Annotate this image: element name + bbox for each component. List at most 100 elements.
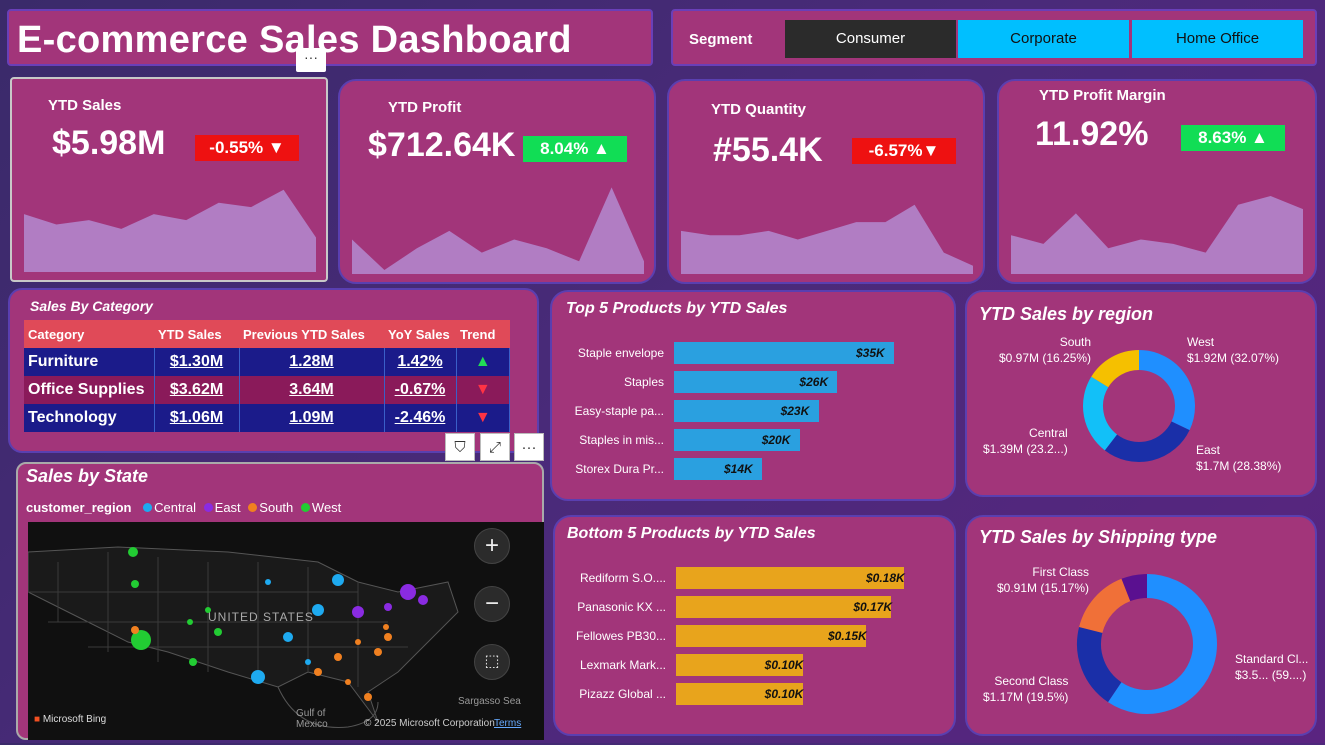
table-row[interactable]: Technology $1.06M 1.09M -2.46% ▼	[24, 404, 510, 432]
column-header[interactable]: YTD Sales	[154, 320, 239, 348]
bar-category-label: Storex Dura Pr...	[575, 462, 664, 476]
map-canvas[interactable]: UNITED STATES Sargasso Sea Gulf of Mexic…	[27, 522, 544, 740]
cell-category: Furniture	[24, 348, 155, 376]
kpi-trend-area	[24, 189, 316, 272]
map-gulf-label: Mexico	[296, 719, 328, 730]
donut-label-central: Central $1.39M (23.2...)	[983, 426, 1068, 456]
select-area-icon[interactable]: ⬚	[474, 644, 510, 680]
focus-mode-icon[interactable]: ⤢	[480, 433, 510, 461]
bing-label: Microsoft Bing	[42, 714, 107, 725]
bar[interactable]	[674, 429, 800, 451]
trend-area	[1011, 196, 1303, 274]
zoom-in-button[interactable]: +	[474, 528, 510, 564]
cell-prev-ytd: 1.09M	[239, 404, 385, 432]
bar[interactable]	[676, 596, 892, 618]
trend-area	[681, 204, 973, 274]
top5-title: Top 5 Products by YTD Sales	[566, 300, 788, 317]
kpi-ytd-quantity[interactable]: YTD Quantity #55.4K -6.57%▼	[667, 79, 985, 284]
filter-icon[interactable]: ⛉	[445, 433, 475, 461]
zoom-out-button[interactable]: −	[474, 586, 510, 622]
segment-consumer-button[interactable]: Consumer	[785, 20, 956, 58]
more-options-icon[interactable]: ···	[514, 433, 544, 461]
kpi-change-badge: 8.63% ▲	[1181, 125, 1285, 151]
bar[interactable]	[676, 567, 904, 589]
bar[interactable]	[674, 400, 819, 422]
bar-category-label: Staples	[623, 375, 664, 389]
region-donut-title: YTD Sales by region	[979, 304, 1154, 324]
bing-logo: ■ Microsoft Bing	[34, 714, 107, 725]
bottom5-products-card: Bottom 5 Products by YTD Sales Rediform …	[553, 515, 956, 736]
kpi-ytd-sales[interactable]: YTD Sales $5.98M -0.55% ▼	[10, 77, 328, 282]
bar[interactable]	[676, 683, 803, 705]
kpi-trend-area	[1011, 196, 1303, 274]
trend-up-icon: ▲	[456, 348, 510, 376]
region-donut-card: YTD Sales by region West $1.92M (32.07%) …	[965, 290, 1317, 497]
kpi-ytd-profit[interactable]: YTD Profit $712.64K 8.04% ▲	[338, 79, 656, 284]
kpi-value: $712.64K	[368, 126, 516, 164]
table-row[interactable]: Furniture $1.30M 1.28M 1.42% ▲	[24, 348, 510, 376]
legend-dot	[143, 503, 153, 512]
map-title: Sales by State	[26, 466, 149, 486]
bar-value-label: $23K	[780, 404, 810, 418]
bar-value-label: $0.17K	[853, 600, 893, 614]
legend-title: customer_region	[26, 500, 132, 515]
kpi-value: #55.4K	[713, 131, 823, 169]
bar[interactable]	[674, 342, 894, 364]
kpi-value: $5.98M	[52, 124, 166, 162]
kpi-trend-area	[681, 204, 973, 274]
kpi-change-badge: -6.57%▼	[852, 138, 956, 164]
bar-value-label: $35K	[856, 346, 885, 360]
bar-value-label: $0.10K	[764, 687, 804, 701]
bar[interactable]	[676, 654, 803, 676]
donut-label-east: East $1.7M (28.38%)	[1196, 443, 1282, 473]
column-header[interactable]: YoY Sales	[384, 320, 456, 348]
donut-label-west: West $1.92M (32.07%)	[1187, 335, 1280, 365]
bar-value-label: $0.18K	[866, 571, 905, 585]
sales-by-state-card[interactable]: Sales by State customer_region Central E…	[16, 462, 544, 740]
legend-item[interactable]: South	[259, 500, 294, 515]
category-table: Category YTD Sales Previous YTD Sales Yo…	[24, 320, 510, 432]
donut-slice	[1138, 350, 1195, 431]
column-header[interactable]: Category	[24, 320, 154, 348]
category-table-title: Sales By Category	[30, 298, 153, 314]
kpi-change-badge: 8.04% ▲	[523, 136, 627, 162]
segment-label: Segment	[689, 31, 753, 48]
column-header[interactable]: Trend	[456, 320, 510, 348]
segment-home-office-button[interactable]: Home Office	[1132, 20, 1303, 58]
kpi-change-badge: -0.55% ▼	[195, 135, 299, 161]
bar-value-label: $20K	[761, 433, 791, 447]
bar-value-label: $0.10K	[764, 658, 804, 672]
bar-value-label: $14K	[724, 462, 753, 476]
segment-corporate-button[interactable]: Corporate	[958, 20, 1129, 58]
column-header[interactable]: Previous YTD Sales	[239, 320, 384, 348]
legend-item[interactable]: West	[311, 500, 342, 515]
bar[interactable]	[674, 371, 838, 393]
donut-slice	[1104, 421, 1190, 462]
cell-prev-ytd: 3.64M	[239, 376, 385, 404]
bar-category-label: Staples in mis...	[579, 433, 664, 447]
map-terms-link[interactable]: Terms	[494, 718, 522, 729]
donut-slice	[1121, 574, 1148, 602]
more-options-icon[interactable]: ···	[296, 48, 326, 72]
legend-item[interactable]: East	[214, 500, 241, 515]
bar[interactable]	[676, 625, 866, 647]
legend-dot	[248, 503, 258, 512]
map-copyright: © 2025 Microsoft Corporation	[364, 718, 495, 729]
cell-yoy: -2.46%	[384, 404, 457, 432]
donut-slice	[1091, 350, 1140, 388]
donut-slice	[1108, 574, 1217, 714]
legend-item[interactable]: Central	[154, 500, 197, 515]
legend-dot	[300, 503, 310, 512]
donut-slice	[1083, 376, 1118, 451]
map-legend: customer_region Central East South West	[26, 500, 341, 515]
map-gulf-label: Gulf of	[296, 708, 326, 719]
donut-label-south: South $0.97M (16.25%)	[999, 335, 1092, 365]
cell-yoy: -0.67%	[384, 376, 457, 404]
table-row[interactable]: Office Supplies $3.62M 3.64M -0.67% ▼	[24, 376, 510, 404]
kpi-ytd-profit-margin[interactable]: YTD Profit Margin 11.92% 8.63% ▲	[997, 79, 1317, 284]
bar-category-label: Easy-staple pa...	[574, 404, 664, 418]
cell-ytd-sales: $1.06M	[154, 404, 240, 432]
cell-category: Office Supplies	[24, 376, 155, 404]
kpi-trend-area	[352, 187, 644, 274]
bar[interactable]	[674, 458, 762, 480]
